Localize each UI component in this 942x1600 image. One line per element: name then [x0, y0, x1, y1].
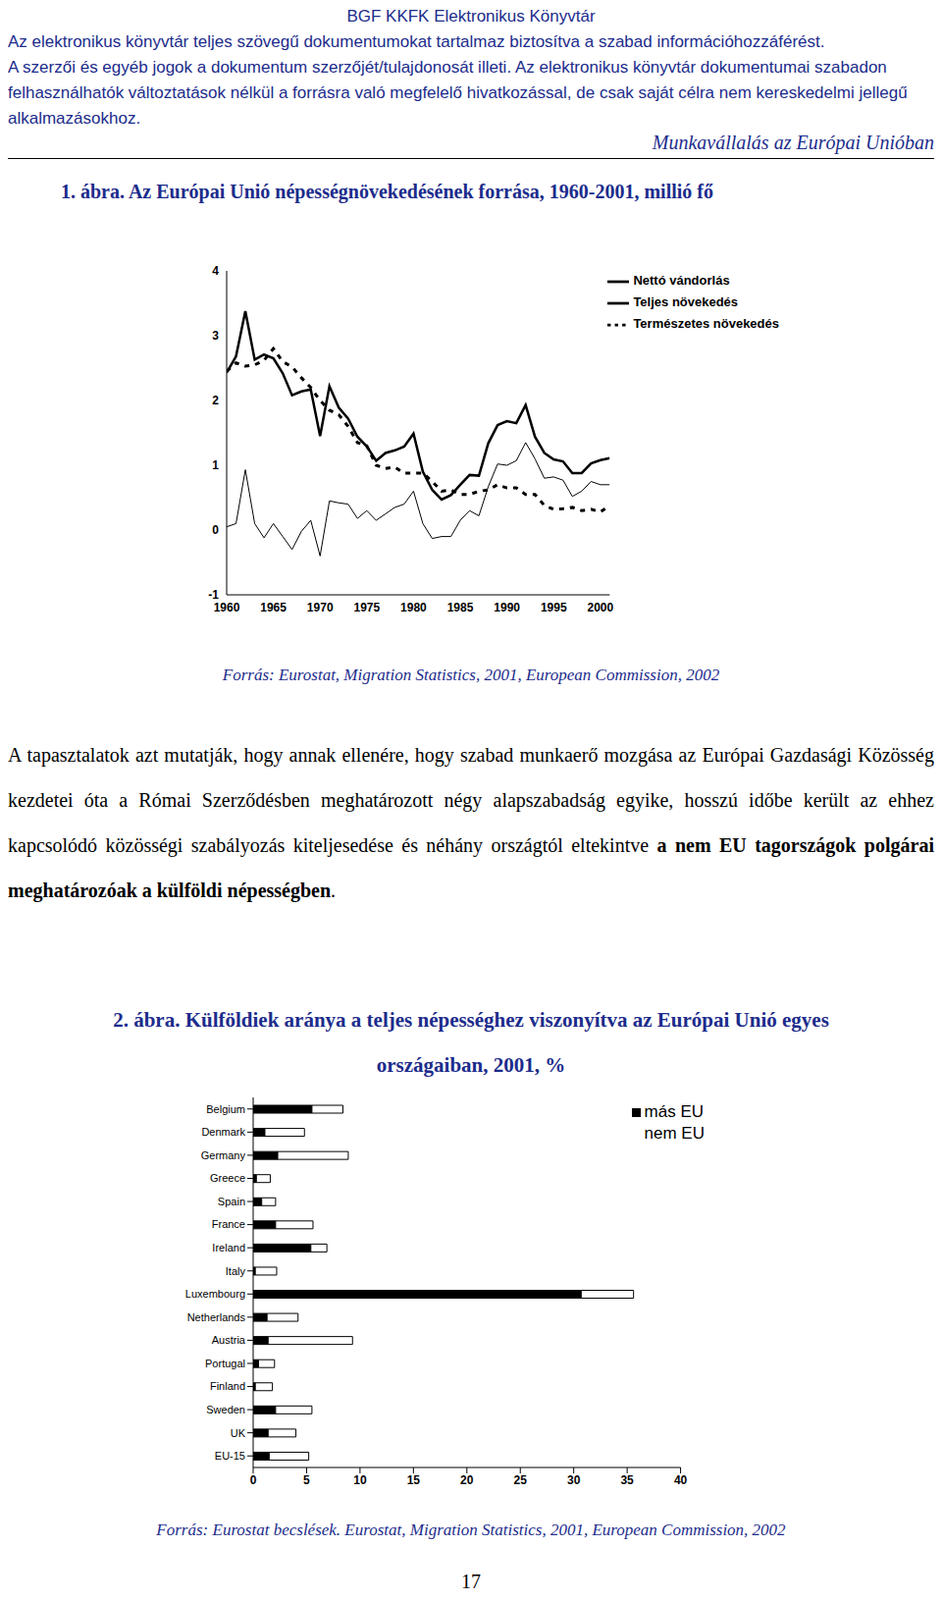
svg-text:Italy: Italy — [225, 1264, 247, 1277]
svg-text:France: France — [211, 1217, 246, 1230]
svg-text:2: 2 — [211, 393, 219, 408]
html-text:Természetes növekedés: Természetes növekedés — [633, 316, 780, 332]
html-text:A tapasztalatok azt mutatják,: A tapasztalatok azt mutatják, hogy annak… — [7, 743, 935, 901]
svg-text:Netherlands: Netherlands — [187, 1310, 247, 1323]
html-text:más EU: más EU — [644, 1101, 704, 1121]
svg-text:1980: 1980 — [400, 600, 427, 615]
svg-text:Sweden: Sweden — [206, 1403, 246, 1415]
svg-text:10: 10 — [353, 1472, 367, 1487]
svg-text:2000: 2000 — [587, 600, 615, 615]
svg-text:1960: 1960 — [213, 600, 241, 615]
svg-text:1990: 1990 — [493, 600, 521, 615]
svg-text:1: 1 — [211, 458, 219, 472]
svg-text:Ireland: Ireland — [211, 1241, 246, 1254]
svg-text:Belgium: Belgium — [206, 1102, 246, 1115]
html-text:2. ábra. Külföldiek aránya a t: 2. ábra. Külföldiek aránya a teljes népe… — [112, 1007, 830, 1077]
svg-text:40: 40 — [674, 1472, 688, 1487]
svg-text:1970: 1970 — [307, 600, 334, 615]
svg-text:Portugal: Portugal — [205, 1357, 246, 1369]
svg-text:25: 25 — [514, 1472, 528, 1487]
svg-text:Greece: Greece — [209, 1171, 246, 1184]
html-text:Forrás: Eurostat, Migration St: Forrás: Eurostat, Migration Statistics, … — [222, 665, 720, 684]
svg-text:Germany: Germany — [201, 1149, 247, 1161]
html-text:nem EU: nem EU — [644, 1123, 705, 1143]
svg-text:30: 30 — [567, 1472, 581, 1487]
html-text:Munkavállalás az Európai Uniób: Munkavállalás az Európai Unióban — [652, 131, 935, 154]
svg-text:3: 3 — [211, 328, 219, 343]
svg-text:1975: 1975 — [353, 600, 380, 615]
svg-text:1985: 1985 — [447, 600, 474, 615]
svg-text:35: 35 — [620, 1472, 634, 1487]
svg-text:Denmark: Denmark — [201, 1125, 246, 1138]
svg-text:5: 5 — [303, 1472, 311, 1487]
svg-text:1965: 1965 — [260, 600, 287, 615]
html-text:A szerzői és egyéb jogok a dok: A szerzői és egyéb jogok a dokumentum sz… — [7, 57, 908, 128]
svg-text:Spain: Spain — [217, 1195, 246, 1207]
svg-text:Finland: Finland — [209, 1379, 246, 1392]
svg-text:4: 4 — [211, 263, 219, 278]
html-text:17: 17 — [461, 1570, 481, 1592]
svg-text:1995: 1995 — [540, 600, 568, 615]
svg-text:0: 0 — [250, 1472, 258, 1487]
html-text:Nettó vándorlás: Nettó vándorlás — [633, 273, 730, 288]
html-text:Az elektronikus könyvtár telje: Az elektronikus könyvtár teljes szövegű … — [7, 32, 825, 52]
svg-text:20: 20 — [460, 1472, 474, 1487]
svg-text:UK: UK — [230, 1426, 247, 1439]
svg-text:15: 15 — [407, 1472, 421, 1487]
svg-text:Austria: Austria — [211, 1333, 247, 1346]
svg-text:EU-15: EU-15 — [214, 1449, 246, 1462]
svg-text:Luxembourg: Luxembourg — [185, 1287, 246, 1300]
svg-text:0: 0 — [211, 523, 219, 537]
html-text:Teljes növekedés: Teljes növekedés — [633, 294, 738, 310]
html-text:Forrás: Eurostat becslések. Eu: Forrás: Eurostat becslések. Eurostat, Mi… — [156, 1519, 786, 1539]
svg-text:-1: -1 — [208, 587, 219, 602]
html-text:1. ábra. Az Európai Unió népes: 1. ábra. Az Európai Unió népességnöveked… — [60, 180, 714, 203]
html-text:BGF KKFK Elektronikus Könyvtár: BGF KKFK Elektronikus Könyvtár — [346, 6, 596, 26]
